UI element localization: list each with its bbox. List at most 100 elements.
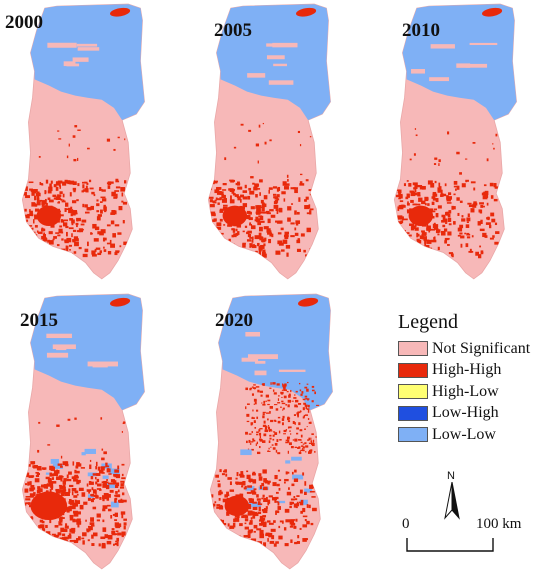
high-high-patch bbox=[62, 533, 66, 537]
high-high-patch bbox=[432, 215, 435, 219]
high-high-patch bbox=[448, 252, 454, 255]
high-high-patch bbox=[275, 250, 281, 255]
high-high-patch bbox=[283, 387, 286, 390]
high-high-patch bbox=[262, 122, 265, 125]
high-high-patch bbox=[402, 247, 407, 250]
low-low-patch bbox=[81, 452, 86, 456]
high-high-patch bbox=[101, 448, 104, 451]
high-high-patch bbox=[311, 385, 315, 388]
high-high-patch bbox=[87, 147, 90, 150]
high-high-patch bbox=[263, 243, 266, 247]
high-high-patch bbox=[72, 135, 76, 138]
high-high-patch bbox=[212, 534, 217, 538]
high-high-patch bbox=[47, 444, 51, 446]
low-low-patch bbox=[102, 475, 109, 479]
high-high-patch bbox=[246, 470, 249, 473]
high-high-patch bbox=[397, 215, 403, 220]
high-high-patch bbox=[482, 7, 503, 17]
high-high-patch bbox=[273, 543, 277, 547]
high-high-patch bbox=[123, 180, 127, 184]
high-high-patch bbox=[282, 386, 286, 389]
high-high-patch bbox=[256, 209, 259, 213]
high-high-patch bbox=[105, 484, 110, 490]
legend-label: High-Low bbox=[432, 382, 499, 400]
high-high-patch bbox=[34, 208, 40, 212]
high-high-patch bbox=[22, 217, 26, 219]
high-high-patch bbox=[303, 414, 306, 418]
high-high-patch bbox=[75, 519, 80, 523]
high-high-patch bbox=[25, 215, 28, 218]
high-high-patch bbox=[50, 486, 54, 490]
high-high-patch bbox=[300, 441, 303, 444]
high-high-patch bbox=[247, 195, 251, 200]
high-high-patch bbox=[245, 431, 248, 435]
high-high-patch bbox=[285, 429, 287, 431]
high-high-patch bbox=[263, 195, 268, 200]
high-high-patch bbox=[465, 243, 469, 248]
high-high-patch bbox=[308, 204, 311, 209]
high-high-patch bbox=[290, 389, 292, 393]
high-high-patch bbox=[294, 469, 297, 473]
high-high-patch bbox=[72, 210, 77, 214]
north-arrow-letter: N bbox=[447, 470, 455, 482]
high-high-patch bbox=[440, 189, 443, 194]
high-high-patch bbox=[287, 450, 289, 454]
high-high-patch bbox=[483, 184, 487, 187]
high-high-patch bbox=[231, 234, 234, 238]
high-high-patch bbox=[78, 487, 84, 491]
high-high-patch bbox=[442, 215, 446, 220]
high-high-patch bbox=[426, 225, 431, 230]
high-high-patch bbox=[267, 502, 270, 506]
high-high-patch bbox=[228, 188, 231, 191]
high-high-patch bbox=[122, 499, 127, 503]
high-high-patch bbox=[222, 206, 228, 211]
high-high-patch bbox=[274, 474, 278, 480]
high-high-patch bbox=[492, 143, 494, 145]
high-high-patch bbox=[72, 200, 77, 204]
high-high-patch bbox=[437, 205, 442, 209]
not-significant-patch bbox=[241, 357, 259, 362]
high-high-patch bbox=[238, 481, 243, 485]
high-high-patch bbox=[56, 424, 60, 427]
high-high-patch bbox=[396, 230, 401, 234]
low-low-patch bbox=[105, 483, 117, 489]
high-high-patch bbox=[287, 381, 289, 384]
high-high-patch bbox=[242, 190, 248, 193]
high-high-patch bbox=[99, 496, 102, 500]
high-high-patch bbox=[272, 382, 276, 385]
high-high-patch bbox=[295, 221, 299, 226]
high-high-patch bbox=[270, 419, 274, 423]
high-high-patch bbox=[73, 251, 77, 254]
high-high-patch bbox=[287, 439, 290, 443]
high-high-patch bbox=[71, 488, 77, 492]
high-high-patch bbox=[256, 207, 261, 212]
high-high-patch bbox=[294, 232, 299, 236]
high-high-patch bbox=[304, 199, 307, 202]
high-high-patch bbox=[302, 515, 308, 518]
high-high-patch bbox=[210, 244, 216, 249]
high-high-patch bbox=[395, 194, 400, 198]
high-high-patch bbox=[106, 182, 111, 185]
high-high-patch bbox=[117, 489, 120, 493]
high-high-patch bbox=[457, 227, 463, 232]
high-high-patch bbox=[239, 523, 243, 527]
low-low-patch bbox=[45, 472, 51, 475]
high-high-patch bbox=[107, 508, 112, 512]
high-high-patch bbox=[101, 189, 106, 192]
high-high-patch bbox=[211, 529, 215, 533]
legend-label: Low-High bbox=[432, 404, 499, 422]
high-high-patch bbox=[41, 543, 44, 546]
high-high-patch bbox=[459, 172, 462, 175]
high-high-patch bbox=[53, 470, 58, 472]
high-high-patch bbox=[229, 526, 232, 529]
high-high-patch bbox=[438, 163, 440, 167]
high-high-patch bbox=[24, 464, 26, 468]
high-high-patch bbox=[74, 417, 77, 420]
high-high-patch bbox=[296, 432, 299, 435]
high-high-patch bbox=[259, 390, 263, 393]
legend-swatch bbox=[398, 405, 428, 421]
high-high-patch bbox=[283, 234, 289, 238]
high-high-patch bbox=[278, 207, 283, 213]
high-high-patch bbox=[34, 203, 38, 207]
high-high-patch bbox=[257, 205, 262, 208]
